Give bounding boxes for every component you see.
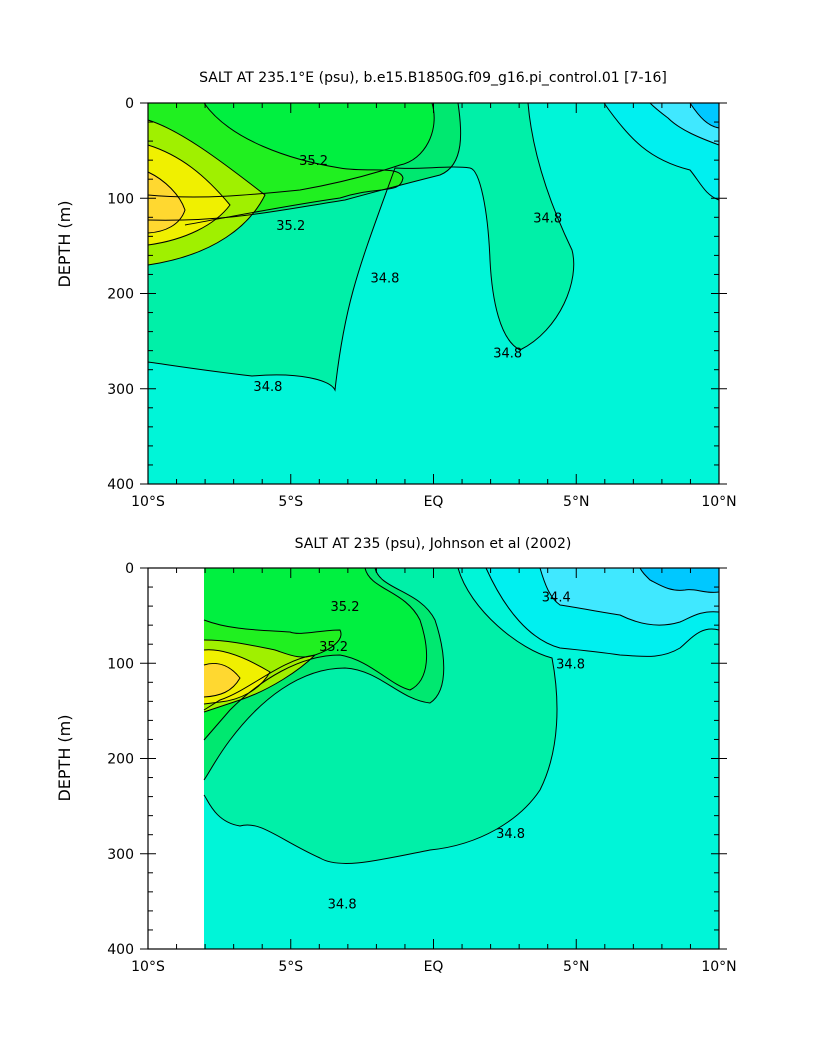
- contour-label: 34.8: [556, 657, 585, 672]
- contour-line: [203, 663, 241, 698]
- y-tick-label: 200: [107, 752, 134, 768]
- panel-1-fills: [148, 103, 719, 484]
- contour-label: 35.2: [331, 600, 360, 615]
- contour-line: [203, 639, 316, 713]
- contour-line: [485, 567, 720, 657]
- contour-label: 34.8: [533, 211, 562, 226]
- y-tick-label: 0: [125, 96, 134, 112]
- x-tick-label: 10°S: [131, 494, 165, 510]
- y-tick-label: 400: [107, 477, 134, 493]
- y-tick-label: 300: [107, 382, 134, 398]
- panel-1-contour-labels: 35.2 35.2 34.8 34.8 34.8 34.8: [253, 154, 562, 395]
- contour-label: 35.2: [319, 640, 348, 655]
- contour-line: [147, 102, 435, 198]
- y-tick-label: 0: [125, 561, 134, 577]
- contour-line: [203, 649, 271, 705]
- panel-2-title: SALT AT 235 (psu), Johnson et al (2002): [295, 536, 572, 552]
- contour-label: 34.8: [328, 897, 357, 912]
- contour-line: [639, 567, 720, 593]
- x-tick-label: 5°N: [563, 959, 589, 975]
- panel-2-ticks: 10°S 5°S EQ 5°N 10°N 0 100 200 300 400: [107, 561, 736, 975]
- contour-line: [203, 567, 445, 781]
- contour-line: [147, 119, 266, 266]
- y-tick-label: 300: [107, 847, 134, 863]
- contour-line: [203, 619, 342, 711]
- x-tick-label: 10°S: [131, 959, 165, 975]
- panel-1: 35.235.234.834.834.834.8 10°S 5°S EQ 5°N 10°…: [55, 70, 737, 510]
- contour-label: 34.8: [493, 347, 522, 362]
- x-tick-label: 5°S: [278, 959, 303, 975]
- x-tick-label: 10°N: [701, 494, 736, 510]
- panel-2-y-axis-title: DEPTH (m): [55, 714, 74, 801]
- contour-line: [203, 567, 558, 864]
- panel-2-contour-lines: [203, 567, 720, 864]
- y-tick-label: 200: [107, 287, 134, 303]
- contour-line: [147, 144, 231, 246]
- x-tick-label: EQ: [424, 959, 444, 975]
- y-tick-label: 400: [107, 942, 134, 958]
- contour-label: 35.2: [276, 219, 305, 234]
- x-tick-label: EQ: [424, 494, 444, 510]
- panel-1-ticks: 10°S 5°S EQ 5°N 10°N 0 100 200 300 400: [107, 96, 736, 510]
- contour-line: [539, 567, 720, 626]
- fill-34-2: [690, 103, 719, 128]
- contour-line: [147, 102, 575, 392]
- panel-2-contour-labels: 35.2 35.2 34.4 34.8 34.8 34.8: [319, 591, 585, 913]
- x-tick-label: 10°N: [701, 959, 736, 975]
- contour-label: 35.2: [299, 154, 328, 169]
- y-tick-label: 100: [107, 656, 134, 672]
- contour-label: 34.8: [496, 827, 525, 842]
- panel-1-title: SALT AT 235.1°E (psu), b.e15.B1850G.f09_…: [199, 70, 667, 86]
- contour-line: [147, 171, 186, 234]
- x-tick-label: 5°S: [278, 494, 303, 510]
- contour-line: [184, 102, 404, 226]
- contour-label: 34.4: [542, 591, 571, 606]
- contour-line: [689, 102, 720, 129]
- contour-label: 34.8: [370, 271, 399, 286]
- contour-line: [603, 102, 720, 201]
- panel-1-y-axis-title: DEPTH (m): [55, 200, 74, 287]
- contour-line: [203, 567, 428, 741]
- contour-label: 34.8: [253, 380, 282, 395]
- fill-36-0: [148, 172, 185, 233]
- contour-line: [649, 102, 720, 146]
- panel-2-fills: [204, 568, 719, 949]
- panel-1-contour-lines: [147, 102, 720, 392]
- y-tick-label: 100: [107, 191, 134, 207]
- panel-2: 35.235.234.434.834.834.8 10°S 5°S EQ 5°N 10°…: [55, 536, 737, 975]
- fill-34-2: [640, 568, 719, 593]
- x-tick-label: 5°N: [563, 494, 589, 510]
